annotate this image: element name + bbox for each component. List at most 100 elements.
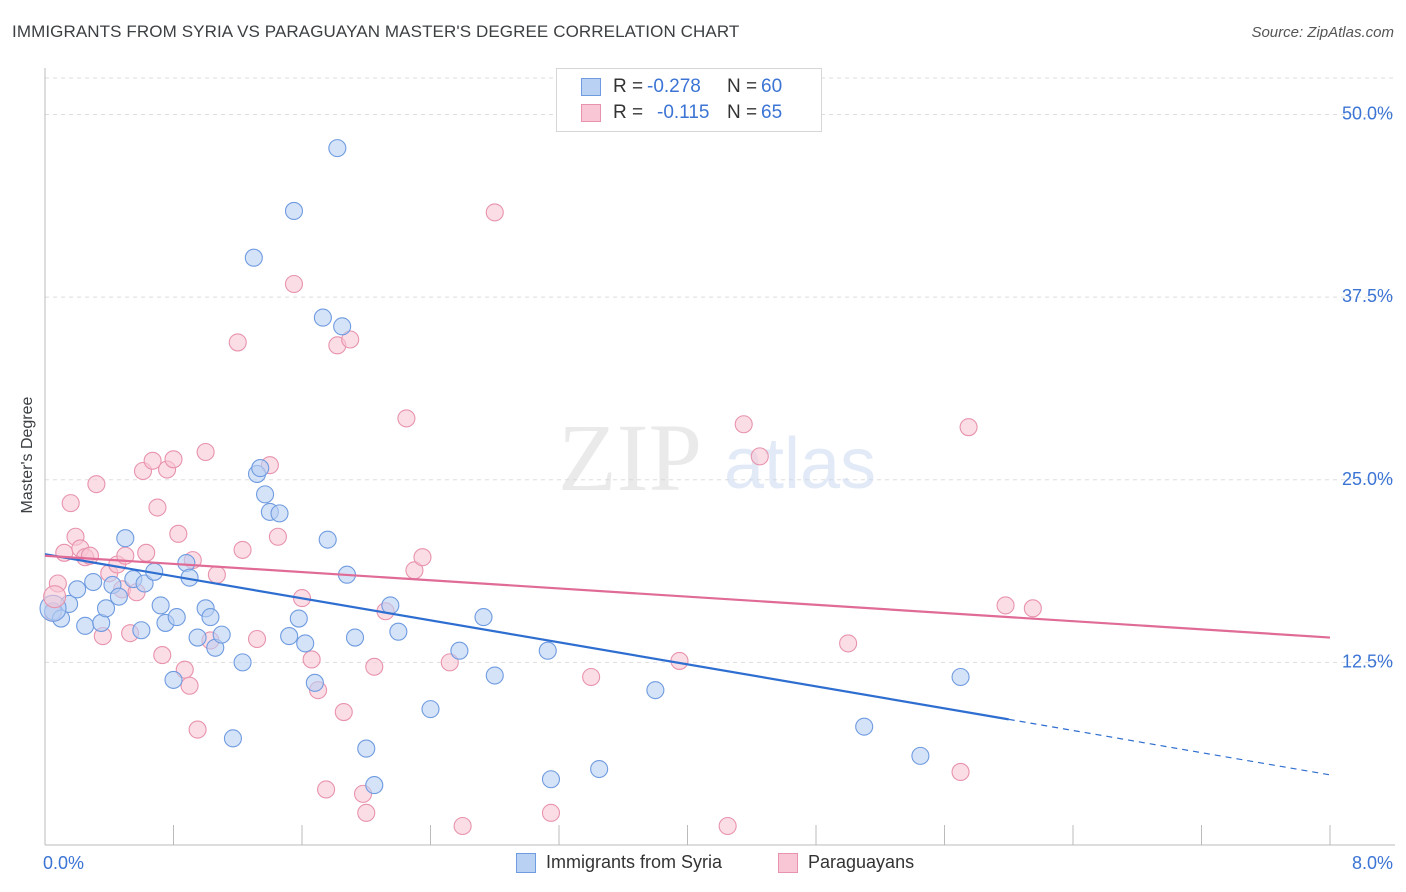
paraguayan-point: [341, 330, 360, 349]
syria-point: [855, 717, 874, 736]
syria-point: [256, 485, 275, 504]
stats-n-value: 65: [761, 102, 783, 123]
legend-swatch-paraguayans: [778, 852, 798, 873]
trend-lines: [44, 553, 1331, 776]
stats-n-label: N =: [727, 76, 758, 97]
paraguayan-point: [180, 676, 199, 695]
paraguayan-point: [413, 548, 432, 567]
watermark-atlas: atlas: [724, 424, 876, 504]
paraguayan-point: [284, 274, 304, 294]
syria-point: [233, 653, 252, 672]
syria-point: [135, 574, 154, 593]
stats-r-value: -0.278: [647, 76, 701, 97]
stats-r-label: R =: [613, 76, 644, 97]
tick-labels: 12.5% 25.0% 37.5% 50.0% 0.0% 8.0%: [43, 104, 1393, 873]
ticks: [44, 825, 1331, 845]
syria-point: [328, 139, 347, 158]
paraguayan-point: [541, 803, 561, 822]
paraguayan-point: [1023, 599, 1042, 618]
syria-point: [284, 201, 304, 220]
syria-point: [318, 530, 337, 549]
legend-item-syria[interactable]: Immigrants from Syria: [516, 852, 722, 873]
paraguayan-point: [247, 629, 267, 649]
source-label: Source: ZipAtlas.com: [1251, 24, 1394, 41]
paraguayan-point: [718, 816, 737, 836]
stats-swatch-syria: [581, 78, 601, 96]
paraguayan-point: [233, 540, 252, 559]
syria-point: [450, 641, 469, 660]
syria-point: [474, 608, 493, 627]
syria-point: [244, 248, 263, 267]
syria-point: [96, 599, 116, 618]
syria-point: [177, 553, 196, 573]
chart-title: IMMIGRANTS FROM SYRIA VS PARAGUAYAN MAST…: [12, 22, 740, 41]
paraguayan-point: [996, 596, 1015, 615]
paraguayan-point: [750, 447, 769, 466]
syria-point: [389, 622, 408, 641]
syria-point: [313, 308, 332, 327]
y-tick-label: 50.0%: [1342, 104, 1393, 124]
y-axis-label: Master's Degree: [19, 396, 36, 514]
syria-point: [167, 608, 186, 627]
syria-point: [151, 596, 170, 615]
paraguayan-point: [188, 720, 207, 739]
grid-lines: [45, 77, 1395, 663]
syria-point: [305, 673, 324, 692]
syria-point: [646, 681, 665, 700]
paraguayan-point: [228, 333, 247, 352]
legend: Immigrants from Syria Paraguayans: [0, 852, 1406, 876]
legend-label-syria: Immigrants from Syria: [546, 852, 723, 872]
paraguayan-point: [453, 816, 472, 836]
y-tick-label: 25.0%: [1342, 469, 1393, 489]
syria-point: [357, 739, 376, 758]
y-tick-label: 12.5%: [1342, 651, 1393, 671]
stats-row-paraguayans: R = -0.115 N = 65: [581, 101, 782, 125]
syria-point: [223, 729, 242, 748]
paraguayan-point: [196, 442, 215, 462]
syria-point: [116, 529, 135, 548]
paraguayan-point: [87, 475, 106, 494]
paraguayan-point: [207, 565, 226, 584]
syria-point: [68, 580, 87, 599]
stats-n-label: N =: [727, 102, 758, 123]
legend-item-paraguayans[interactable]: Paraguayans: [778, 852, 914, 873]
stats-n-value: 60: [761, 76, 783, 97]
paraguayan-point: [317, 780, 336, 799]
paraguayan-point: [397, 409, 416, 428]
stats-r-value: -0.115: [657, 102, 710, 123]
paraguayan-point: [143, 451, 162, 470]
paraguayan-point: [839, 634, 858, 653]
paraguayan-point: [951, 762, 970, 782]
paraguayan-point: [734, 415, 753, 434]
watermark-zip: ZIP: [558, 404, 702, 511]
paraguayan-point: [485, 203, 504, 222]
syria-point: [251, 459, 270, 478]
syria-trend-line: [44, 553, 1009, 721]
paraguayan-point: [959, 418, 978, 437]
syria-trend-extension: [1008, 718, 1331, 776]
syria-point: [132, 621, 151, 640]
paraguayan-point: [43, 585, 67, 609]
syria-point: [188, 628, 207, 647]
legend-swatch-syria: [516, 852, 536, 873]
paraguayan-point: [582, 667, 601, 687]
paraguayan-point: [80, 546, 100, 565]
syria-point: [289, 609, 308, 628]
stats-swatch-paraguayans: [581, 104, 601, 122]
paraguayan-point: [148, 498, 167, 517]
legend-label-paraguayans: Paraguayans: [808, 852, 915, 872]
syria-point: [201, 608, 220, 627]
syria-point: [538, 641, 557, 660]
paraguayan-point: [440, 653, 459, 672]
paraguayan-point: [153, 646, 172, 665]
syria-point: [280, 627, 299, 646]
syria-point: [296, 634, 315, 653]
syria-point: [164, 670, 183, 689]
syria-point: [421, 700, 440, 719]
syria-point: [84, 572, 103, 592]
paraguayan-point: [357, 803, 376, 822]
paraguayan-point: [334, 703, 353, 722]
paraguayan-point: [137, 543, 156, 562]
syria-point: [333, 317, 352, 336]
y-tick-label: 37.5%: [1342, 286, 1393, 306]
